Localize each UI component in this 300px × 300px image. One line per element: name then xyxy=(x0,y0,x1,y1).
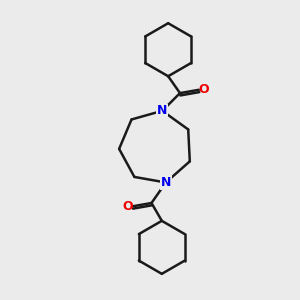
Text: N: N xyxy=(161,176,171,189)
Text: N: N xyxy=(157,104,167,117)
Text: O: O xyxy=(122,200,133,213)
Text: O: O xyxy=(199,83,209,96)
